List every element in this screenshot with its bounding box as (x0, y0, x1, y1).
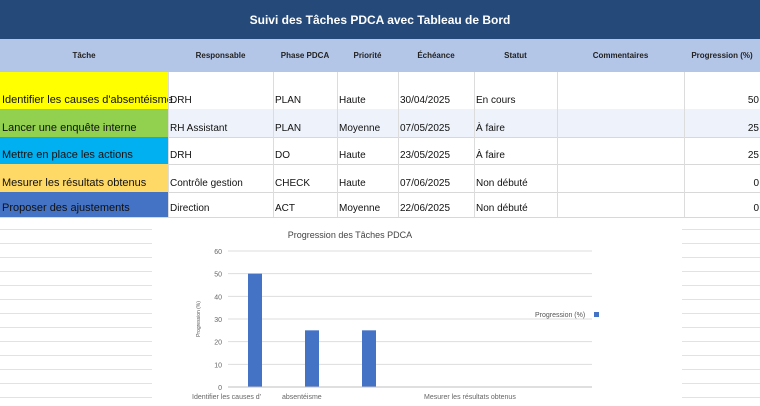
cell-due[interactable]: 07/06/2025 (400, 178, 451, 189)
cell-status[interactable]: À faire (476, 123, 505, 134)
cell-priority[interactable]: Haute (339, 150, 366, 161)
cell-owner[interactable]: Contrôle gestion (170, 178, 243, 189)
column-divider (557, 72, 558, 217)
cell-owner[interactable]: RH Assistant (170, 123, 228, 134)
y-tick-label: 20 (214, 340, 222, 347)
y-tick-label: 30 (214, 317, 222, 324)
cell-owner[interactable]: DRH (170, 150, 192, 161)
y-tick-label: 0 (218, 385, 222, 392)
column-due-header[interactable]: Échéance (417, 51, 455, 60)
y-axis-label: Progression (%) (196, 301, 202, 337)
table-row: Mesurer les résultats obtenus Contrôle ge… (0, 164, 760, 193)
cell-status[interactable]: Non débuté (476, 178, 528, 189)
cell-due[interactable]: 23/05/2025 (400, 150, 451, 161)
cell-priority[interactable]: Moyenne (339, 123, 381, 134)
cell-status[interactable]: À faire (476, 150, 505, 161)
table-row: Proposer des ajustements Direction ACT Moye… (0, 192, 760, 218)
cell-comment[interactable] (557, 137, 684, 164)
x-tick-label: Mesurer les résultats obtenus (424, 394, 516, 401)
cell-task[interactable]: Mettre en place les actions (0, 137, 168, 164)
table-header: Tâche Responsable Phase PDCA Priorité Échéan… (0, 39, 760, 72)
cell-priority[interactable]: Moyenne (339, 203, 381, 214)
column-priority-header[interactable]: Priorité (353, 51, 382, 60)
column-divider (684, 72, 685, 217)
column-task-header[interactable]: Tâche (72, 51, 96, 60)
cell-phase[interactable]: ACT (275, 203, 295, 214)
cell-progress[interactable]: 25 (747, 150, 759, 161)
legend-label: Progression (%) (535, 312, 585, 319)
cell-priority[interactable]: Haute (339, 95, 366, 106)
column-comments-header[interactable]: Commentaires (592, 51, 649, 60)
cell-comment[interactable] (557, 109, 684, 137)
cell-owner[interactable]: Direction (170, 203, 210, 214)
sheet-title: Suivi des Tâches PDCA avec Tableau de Bo… (0, 0, 760, 39)
cell-task[interactable]: Proposer des ajustements (0, 192, 168, 217)
cell-comment[interactable] (557, 192, 684, 217)
cell-phase[interactable]: CHECK (275, 178, 311, 189)
cell-phase[interactable]: PLAN (275, 123, 302, 134)
cell-progress[interactable]: 50 (747, 95, 759, 106)
column-divider (337, 72, 338, 217)
chart-title: Progression des Tâches PDCA (288, 230, 412, 240)
cell-phase[interactable]: DO (275, 150, 290, 161)
table-row: Lancer une enquête interne RH Assistant PL… (0, 109, 760, 138)
x-tick-label: absentéisme (282, 394, 322, 401)
cell-progress[interactable]: 0 (753, 178, 759, 189)
cell-priority[interactable]: Haute (339, 178, 366, 189)
x-tick-label: Identifier les causes d' (192, 394, 261, 401)
cell-owner[interactable]: DRH (170, 95, 192, 106)
column-status-header[interactable]: Statut (504, 51, 527, 60)
column-divider (398, 72, 399, 217)
cell-status[interactable]: En cours (476, 95, 516, 106)
bar (248, 273, 262, 387)
cell-due[interactable]: 30/04/2025 (400, 95, 451, 106)
column-divider (474, 72, 475, 217)
chart-svg: Progression des Tâches PDCA 0 10 20 30 40 50 60… (192, 230, 599, 401)
cell-status[interactable]: Non débuté (476, 203, 528, 214)
cell-task[interactable]: Identifier les causes d'absentéisme (0, 72, 173, 109)
cell-phase[interactable]: PLAN (275, 95, 302, 106)
cell-comment[interactable] (557, 72, 684, 109)
cell-task[interactable]: Lancer une enquête interne (0, 109, 168, 137)
y-tick-label: 40 (214, 294, 222, 301)
column-progress-header[interactable]: Progression (%) (691, 51, 753, 60)
table-row: Mettre en place les actions DRH DO Haute 23/… (0, 137, 760, 165)
progress-chart[interactable]: Progression des Tâches PDCA 0 10 20 30 40 50 60… (152, 222, 682, 406)
column-divider (273, 72, 274, 217)
cell-task[interactable]: Mesurer les résultats obtenus (0, 164, 168, 192)
cell-due[interactable]: 07/05/2025 (400, 123, 451, 134)
table-row: Identifier les causes d'absentéisme DRH PL… (0, 72, 760, 110)
legend-swatch (594, 312, 599, 317)
bar (305, 330, 319, 387)
column-phase-header[interactable]: Phase PDCA (280, 51, 330, 60)
bar (362, 330, 376, 387)
y-tick-label: 10 (214, 362, 222, 369)
column-owner-header[interactable]: Responsable (195, 51, 246, 60)
column-divider (168, 72, 169, 217)
cell-progress[interactable]: 25 (747, 123, 759, 134)
y-tick-label: 60 (214, 249, 222, 256)
cell-progress[interactable]: 0 (753, 203, 759, 214)
cell-due[interactable]: 22/06/2025 (400, 203, 451, 214)
y-tick-label: 50 (214, 272, 222, 279)
cell-comment[interactable] (557, 164, 684, 192)
